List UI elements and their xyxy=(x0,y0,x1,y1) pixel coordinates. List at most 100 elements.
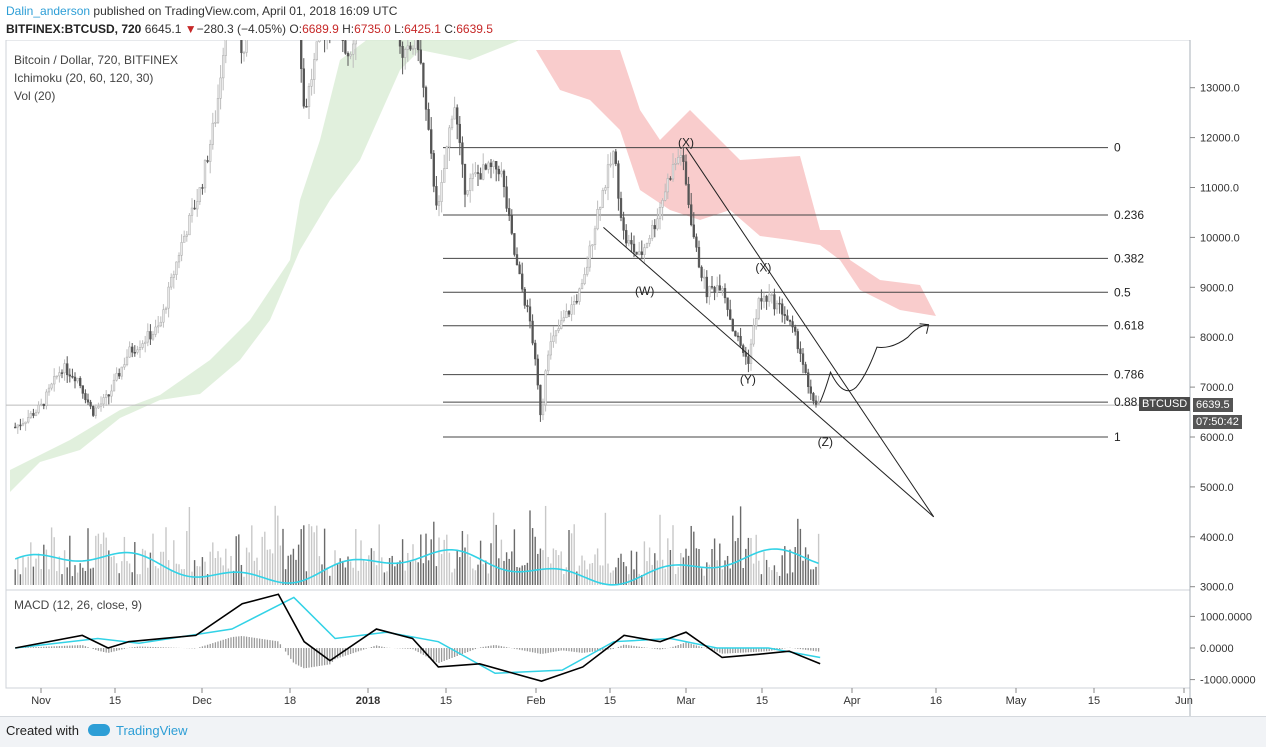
candle-body xyxy=(817,403,820,405)
footer: Created with TradingView xyxy=(0,716,1266,747)
candle-body xyxy=(159,321,162,327)
tradingview-brand: TradingView xyxy=(116,723,188,738)
candle-body xyxy=(482,164,485,180)
candle-body xyxy=(21,423,25,426)
candle-body xyxy=(627,240,630,244)
candle-body xyxy=(544,370,547,406)
candle-body xyxy=(427,109,430,130)
candle-body xyxy=(175,261,178,275)
fib-level-label: 0.786 xyxy=(1114,368,1144,382)
candle-body xyxy=(526,305,529,308)
candle-body xyxy=(216,98,220,123)
candle-body xyxy=(643,247,646,255)
candle-body xyxy=(664,191,667,201)
candle-body xyxy=(671,164,675,180)
candle-body xyxy=(71,375,74,378)
candle-body xyxy=(94,407,97,416)
candle-body xyxy=(562,317,565,321)
candle-body xyxy=(518,264,521,275)
low-value: 6425.1 xyxy=(404,22,441,36)
candle-body xyxy=(146,331,149,343)
candle-body xyxy=(58,372,61,377)
candle-body xyxy=(131,346,134,353)
candle-body xyxy=(625,230,628,244)
candle-body xyxy=(573,301,576,305)
candle-body xyxy=(453,107,456,120)
candle-body xyxy=(162,309,165,323)
candle-body xyxy=(32,413,35,416)
x-tick-label: Apr xyxy=(843,695,860,707)
candle-body xyxy=(705,276,708,298)
candle-body xyxy=(183,236,186,243)
candle-body xyxy=(682,155,685,162)
candle-body xyxy=(437,201,441,206)
candle-body xyxy=(118,373,121,377)
candle-body xyxy=(632,243,636,253)
tradingview-link[interactable]: TradingView xyxy=(88,723,188,738)
candle-body xyxy=(609,163,612,166)
last-price: 6645.1 xyxy=(144,22,182,36)
candle-body xyxy=(570,304,573,315)
candle-body xyxy=(765,295,768,302)
candle-body xyxy=(635,251,638,255)
y-tick-label: 8000.0 xyxy=(1200,332,1234,344)
candle-body xyxy=(206,160,209,162)
candle-body xyxy=(775,302,779,310)
candle-body xyxy=(430,129,433,154)
candle-body xyxy=(107,394,110,397)
macd-line xyxy=(15,593,821,683)
created-with-label: Created with xyxy=(6,723,79,738)
trendline xyxy=(685,147,935,518)
candle-body xyxy=(445,146,448,169)
candle-body xyxy=(149,331,152,340)
candle-body xyxy=(773,294,776,310)
price-tag: 6639.5 xyxy=(1193,398,1233,412)
candle-body xyxy=(112,379,116,392)
y-tick-label: 11000.0 xyxy=(1200,183,1239,195)
candle-body xyxy=(86,399,90,403)
candle-body xyxy=(198,187,201,202)
x-tick-label: Mar xyxy=(677,695,696,707)
author-link[interactable]: Dalin_anderson xyxy=(6,4,91,18)
candle-body xyxy=(141,343,144,348)
fib-level-label: 0.236 xyxy=(1114,208,1144,222)
candle-body xyxy=(549,341,552,356)
candle-body xyxy=(703,276,706,279)
candle-body xyxy=(344,40,347,54)
high-label: H: xyxy=(342,22,355,36)
candle-body xyxy=(450,118,454,129)
ohlc-header: BITFINEX:BTCUSD, 720 6645.1 ▼−280.3 (−4.… xyxy=(6,22,493,36)
candle-body xyxy=(404,49,407,58)
candle-body xyxy=(105,394,108,398)
macd-legend: MACD (12, 26, close, 9) xyxy=(14,598,143,612)
candle-body xyxy=(411,48,415,50)
price-pane-frame xyxy=(5,40,1191,591)
candle-body xyxy=(401,45,404,58)
y-tick-label: 13000.0 xyxy=(1200,83,1240,95)
price-chart[interactable]: 13000.012000.011000.010000.09000.08000.0… xyxy=(0,40,1266,716)
candle-body xyxy=(128,346,131,358)
macd-tick-label: -1000.0000 xyxy=(1200,675,1256,687)
candle-body xyxy=(557,328,560,331)
fib-level-label: 1 xyxy=(1114,430,1121,444)
candle-body xyxy=(138,347,142,351)
candle-body xyxy=(79,378,82,386)
fib-level-label: 0.382 xyxy=(1114,251,1144,265)
x-tick-label: Dec xyxy=(192,695,212,707)
candle-body xyxy=(419,49,422,64)
candle-body xyxy=(599,207,602,210)
candle-body xyxy=(588,245,591,268)
candle-body xyxy=(144,341,147,344)
projection-arrowhead xyxy=(919,323,930,334)
x-tick-label: 16 xyxy=(930,695,942,707)
candle-body xyxy=(601,190,604,208)
candle-body xyxy=(778,302,781,305)
candle-body xyxy=(710,286,714,288)
candle-body xyxy=(510,215,513,234)
projection-path xyxy=(819,324,929,403)
candle-body xyxy=(466,190,469,195)
candle-body xyxy=(578,288,581,302)
candle-body xyxy=(565,311,568,318)
open-value: 6689.9 xyxy=(302,22,339,36)
y-tick-label: 10000.0 xyxy=(1200,232,1240,244)
